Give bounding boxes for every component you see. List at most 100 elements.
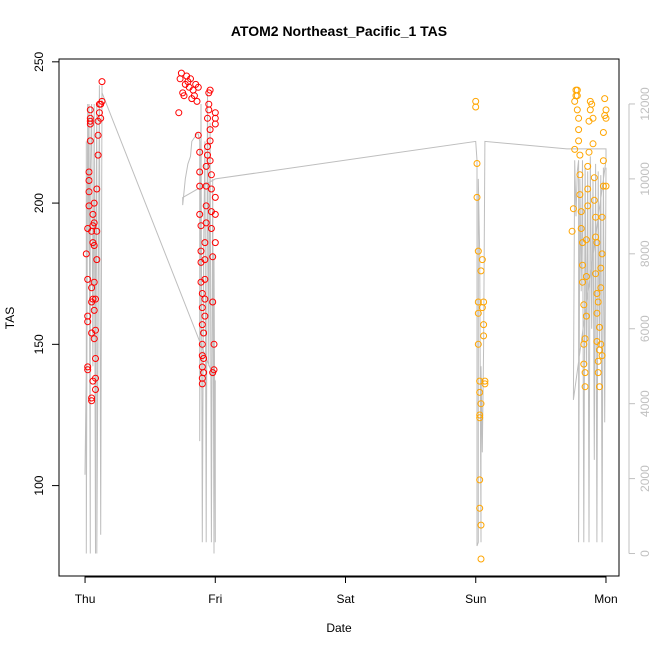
y-axis-label: TAS — [3, 307, 17, 329]
data-point-series-2 — [597, 284, 605, 292]
data-point-series-2 — [598, 250, 606, 258]
data-point-series-1 — [201, 312, 209, 320]
data-point-series-1 — [198, 290, 206, 297]
data-point-series-1 — [93, 256, 101, 264]
y-tick-label: 250 — [32, 51, 46, 71]
data-point-series-2 — [573, 106, 581, 114]
data-point-series-1 — [198, 321, 206, 329]
data-point-series-1 — [85, 202, 93, 210]
data-point-series-1 — [84, 275, 92, 283]
data-point-series-2 — [589, 114, 597, 122]
data-point-series-1 — [207, 185, 215, 193]
data-point-series-1 — [196, 168, 204, 176]
y2-tick-label: 12000 — [638, 87, 650, 121]
data-point-series-2 — [594, 369, 602, 377]
data-point-series-1 — [92, 295, 99, 303]
data-point-series-1 — [198, 304, 206, 312]
altitude-line — [84, 85, 607, 554]
data-point-series-2 — [581, 369, 589, 377]
data-point-series-2 — [597, 264, 605, 272]
data-point-series-2 — [590, 196, 598, 204]
data-point-series-1 — [209, 298, 217, 306]
data-point-series-1 — [194, 83, 202, 91]
data-point-series-1 — [94, 131, 102, 139]
data-point-series-1 — [98, 78, 106, 86]
y2-axis-right: 0 2000 4000 6000 8000 10000 12000 — [628, 87, 650, 557]
data-point-series-2 — [477, 521, 485, 529]
data-point-series-2 — [476, 414, 484, 422]
data-point-series-2 — [568, 227, 576, 235]
data-point-series-1 — [90, 335, 98, 343]
data-point-series-2 — [602, 106, 610, 114]
data-point-series-2 — [599, 129, 607, 136]
data-point-series-1 — [205, 100, 213, 108]
x-axis-label: Date — [326, 621, 352, 635]
x-tick-label: Sat — [337, 592, 356, 606]
data-point-series-1 — [198, 340, 206, 348]
data-point-series-1 — [197, 247, 205, 255]
data-point-series-1 — [176, 75, 184, 83]
data-point-series-1 — [97, 114, 105, 122]
data-point-series-2 — [571, 145, 579, 153]
data-point-series-1 — [201, 295, 209, 303]
data-point-series-2 — [575, 126, 583, 134]
data-point-series-2 — [584, 202, 592, 210]
data-point-series-2 — [576, 191, 584, 199]
data-point-series-1 — [201, 239, 209, 247]
data-point-series-1 — [84, 318, 92, 326]
data-point-series-2 — [593, 309, 601, 317]
chart-title: ATOM2 Northeast_Pacific_1 TAS — [231, 23, 447, 39]
data-point-series-1 — [202, 219, 210, 227]
data-point-series-2 — [576, 171, 584, 179]
data-point-series-2 — [569, 205, 577, 213]
data-point-series-1 — [190, 92, 198, 100]
data-point-series-1 — [194, 131, 202, 139]
data-point-series-1 — [85, 188, 93, 196]
data-point-series-1 — [88, 284, 96, 292]
data-point-series-2 — [581, 383, 589, 391]
data-point-series-1 — [206, 126, 214, 134]
data-point-series-2 — [594, 298, 602, 306]
data-point-series-2 — [585, 148, 593, 156]
data-point-series-2 — [478, 256, 486, 264]
data-point-series-1 — [205, 106, 213, 114]
data-point-series-1 — [206, 86, 214, 94]
plot-frame — [58, 58, 620, 577]
data-point-series-1 — [82, 250, 90, 258]
data-point-series-1 — [90, 199, 98, 207]
y2-tick-label: 8000 — [638, 240, 650, 267]
data-point-series-2 — [580, 301, 588, 309]
data-point-series-2 — [476, 411, 484, 419]
data-point-series-1 — [202, 202, 210, 210]
data-point-series-2 — [594, 357, 602, 365]
data-point-series-2 — [582, 312, 590, 320]
data-point-series-2 — [588, 100, 596, 108]
data-point-series-1 — [84, 366, 92, 374]
data-point-series-1 — [201, 275, 209, 283]
data-point-series-2 — [593, 290, 601, 297]
data-point-series-2 — [584, 162, 592, 170]
data-point-series-1 — [90, 219, 98, 227]
data-point-series-1 — [211, 120, 219, 128]
data-point-series-1 — [210, 340, 218, 348]
data-point-series-2 — [598, 213, 606, 221]
data-point-series-2 — [473, 160, 481, 167]
data-point-series-2 — [579, 278, 586, 286]
data-point-series-2 — [582, 273, 590, 280]
data-point-series-2 — [592, 270, 600, 278]
y2-tick-label: 4000 — [638, 390, 650, 417]
y-tick-label: 200 — [32, 193, 46, 213]
data-point-series-2 — [480, 321, 488, 329]
data-point-series-1 — [209, 253, 217, 261]
data-point-series-2 — [573, 92, 581, 100]
data-point-series-2 — [602, 114, 610, 122]
data-point-series-1 — [204, 114, 211, 122]
x-tick-label: Thu — [75, 592, 96, 606]
y-axis: 100 150 200 250 — [32, 51, 60, 496]
data-point-series-1 — [193, 97, 201, 105]
data-point-series-1 — [177, 69, 185, 77]
data-point-series-2 — [579, 261, 586, 269]
data-point-series-1 — [90, 242, 98, 249]
data-point-series-1 — [89, 295, 97, 303]
data-point-series-1 — [98, 97, 106, 105]
